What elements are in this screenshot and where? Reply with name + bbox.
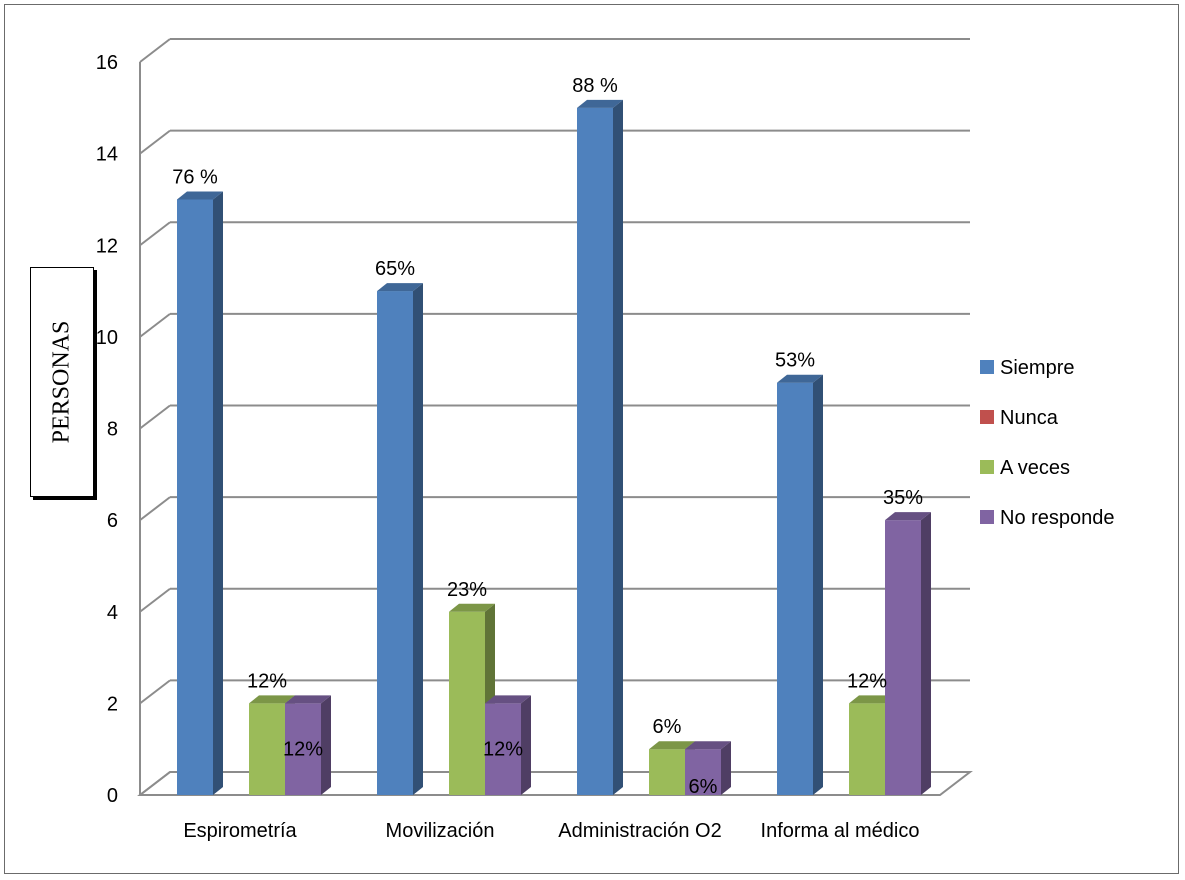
data-label: 23% [447,579,487,601]
bar-side [921,512,931,795]
x-category-label: Espirometría [183,820,297,842]
bar-top [177,191,223,200]
data-label: 12% [283,738,323,760]
data-label: 12% [247,670,287,692]
bar-front [377,291,413,795]
bar [377,283,423,795]
gridline-diag [139,587,171,613]
y-tick-label: 10 [96,327,118,349]
bar [449,603,495,795]
bars [177,99,931,795]
y-tick-label: 2 [107,693,118,715]
data-label: 12% [483,738,523,760]
bar [485,695,531,795]
bar-side [813,374,823,795]
gridline-diag [139,496,171,521]
chart-frame [4,4,1179,874]
data-label: 6% [653,716,682,738]
x-category-label: Movilización [386,820,495,842]
bar [577,99,623,795]
y-tick-label: 16 [96,52,118,74]
y-tick-label: 8 [107,419,118,441]
bar-side [321,695,331,795]
bar-front [449,611,485,795]
bar-top [285,695,331,704]
legend-label: A veces [1000,457,1070,479]
y-tick-label: 12 [96,235,118,257]
bar-front [285,703,321,795]
legend-swatch [980,360,994,374]
bar-top [885,512,931,521]
legend-label: Nunca [1000,407,1059,429]
bar [885,512,931,795]
data-label: 65% [375,258,415,280]
legend-item: No responde [980,507,1115,529]
legend-item: Nunca [980,407,1059,429]
bar-front [485,703,521,795]
bar-top [449,603,495,612]
bar [285,695,331,795]
data-label: 6% [689,776,718,798]
y-tick-label: 4 [107,602,118,624]
bar-front [849,703,885,795]
gridline-diag [139,679,171,705]
bar-top [649,741,695,750]
y-axis-label: PERSONAS [48,320,75,444]
data-label: 12% [847,670,887,692]
y-axis-label-box: PERSONAS [30,267,94,497]
legend-item: A veces [980,457,1070,479]
y-tick-label: 14 [96,144,118,166]
bar-top [485,695,531,704]
gridline-diag [139,404,171,430]
gridline-diag [139,129,171,155]
y-tick-label: 6 [107,510,118,532]
bar-top [577,99,623,108]
data-label: 35% [883,487,923,509]
legend-label: No responde [1000,507,1115,529]
legend-item: Siempre [980,357,1074,379]
legend-swatch [980,510,994,524]
bar-side [613,99,623,795]
bar [685,741,731,795]
bar-front [577,107,613,795]
axes: 0 2 4 6 8 10 12 14 16 Espirometría Movilización Adm… [96,52,973,842]
bar-front [649,749,685,795]
legend-label: Siempre [1000,357,1074,379]
gridline-diag [139,38,171,63]
bar-top [249,695,295,704]
bar [777,374,823,795]
gridline-diag [139,313,171,338]
data-label: 88 % [572,75,618,97]
y-tick-label: 0 [107,785,118,807]
x-category-label: Informa al médico [761,820,920,842]
bar-top [685,741,731,750]
gridline-diag [139,221,171,247]
bar-top [849,695,895,704]
data-label: 53% [775,350,815,372]
legend: Siempre Nunca A veces No responde [980,357,1115,529]
bar-front [685,749,721,795]
legend-swatch [980,460,994,474]
bar-front [885,520,921,795]
bar [177,191,223,795]
x-category-label: Administración O2 [558,820,721,842]
bar-front [777,382,813,795]
data-label: 76 % [172,166,218,188]
bar-side [721,741,731,795]
legend-swatch [980,410,994,424]
bar-side [413,283,423,795]
bar-front [249,703,285,795]
bar-top [777,374,823,383]
bar-side [213,191,223,795]
bar-side [521,695,531,795]
data-labels: 76 % 12% 12% 65% 23% 12% 88 % 6% 6% 53% 12% 35% [172,75,923,798]
gridlines [139,38,970,796]
bar-front [177,199,213,795]
bar-top [377,283,423,292]
